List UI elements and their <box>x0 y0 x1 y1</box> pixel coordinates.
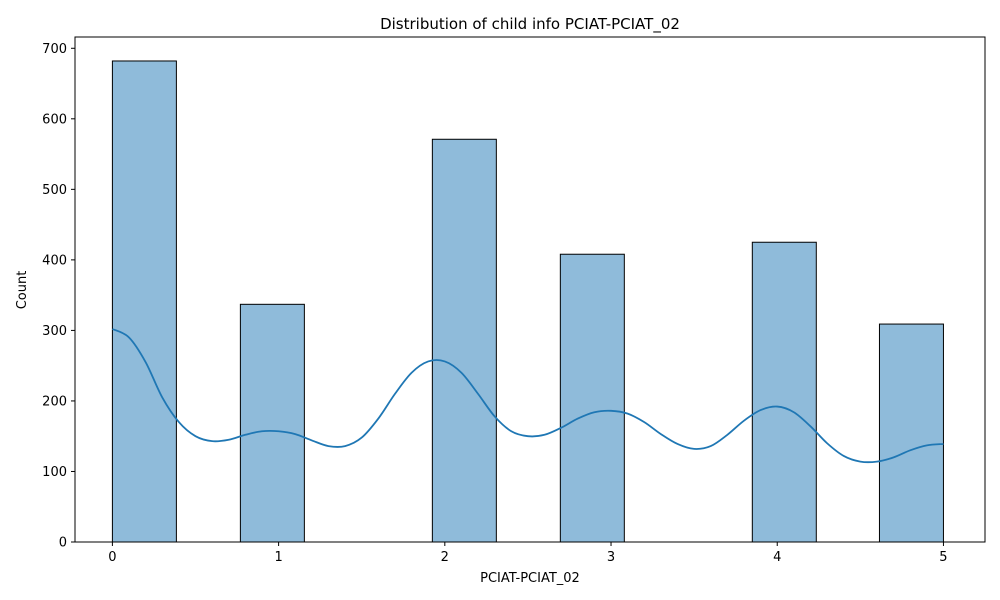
y-tick-label: 200 <box>42 394 67 409</box>
y-tick-label: 0 <box>59 536 67 551</box>
histogram-bar <box>559 253 625 543</box>
histogram-bar <box>111 60 177 543</box>
y-tick-label: 600 <box>42 112 67 127</box>
x-tick-label: 5 <box>939 550 947 565</box>
y-tick-label: 500 <box>42 183 67 198</box>
histogram-bar <box>878 323 944 543</box>
plot-frame <box>74 36 986 543</box>
x-tick-label: 0 <box>108 550 116 565</box>
histogram-bar <box>239 303 305 543</box>
y-tick-label: 100 <box>42 465 67 480</box>
histogram-bar <box>431 138 497 543</box>
x-axis-ticks: 0 1 2 3 4 5 <box>108 542 948 565</box>
y-tick-label: 300 <box>42 324 67 339</box>
y-tick-label: 400 <box>42 253 67 268</box>
x-tick-label: 3 <box>607 550 615 565</box>
histogram-bar <box>751 241 817 543</box>
y-axis-label: Count <box>15 271 30 310</box>
x-tick-label: 4 <box>773 550 781 565</box>
x-axis-label: PCIAT-PCIAT_02 <box>480 571 580 586</box>
y-axis-ticks: 0 100 200 300 400 500 600 700 <box>42 42 75 551</box>
chart-title: Distribution of child info PCIAT-PCIAT_0… <box>380 15 680 34</box>
x-tick-label: 1 <box>274 550 282 565</box>
y-tick-label: 700 <box>42 42 67 57</box>
kde-curve <box>111 328 944 464</box>
x-tick-label: 2 <box>441 550 449 565</box>
bars-layer <box>111 60 944 543</box>
